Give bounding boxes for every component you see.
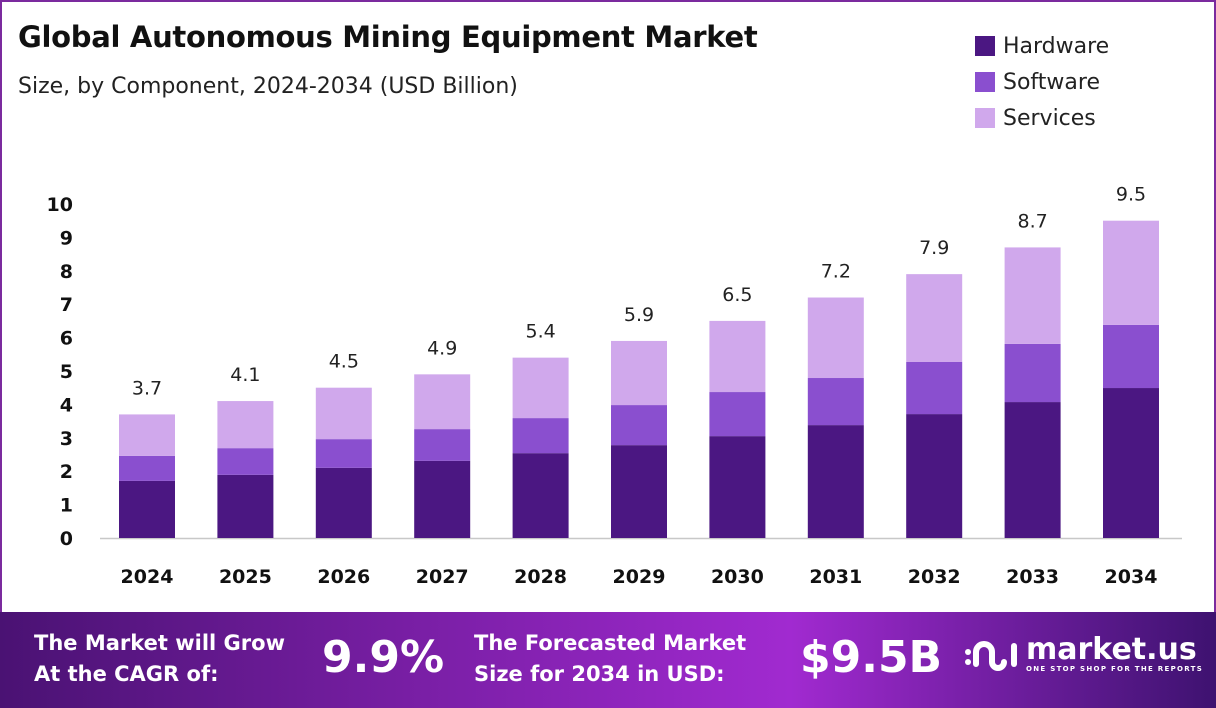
legend-label: Hardware	[1003, 33, 1110, 59]
x-tick-label: 2027	[416, 566, 469, 588]
bar-segment-software	[709, 392, 766, 437]
bar-segment-services	[709, 320, 766, 393]
total-label: 4.1	[230, 364, 260, 386]
total-label: 5.4	[525, 321, 555, 343]
bar-segment-services	[807, 297, 864, 379]
legend-item-software: Software	[975, 64, 1109, 100]
y-tick-label: 10	[47, 194, 73, 216]
bar-segment-software	[217, 448, 274, 475]
bar-segment-hardware	[709, 436, 766, 538]
bar-segment-software	[512, 418, 569, 454]
market-us-logo: market.us ONE STOP SHOP FOR THE REPORTS	[962, 632, 1203, 676]
chart-subtitle: Size, by Component, 2024-2034 (USD Billi…	[18, 74, 518, 99]
cagr-label: The Market will Grow At the CAGR of:	[34, 628, 285, 690]
legend-item-hardware: Hardware	[975, 28, 1109, 64]
bar-segment-hardware	[217, 474, 274, 538]
total-label: 3.7	[132, 377, 162, 399]
total-label: 8.7	[1017, 210, 1047, 232]
bar-segment-software	[315, 439, 372, 468]
total-label: 9.5	[1116, 184, 1146, 206]
total-label: 4.5	[329, 351, 359, 373]
bar-segment-services	[611, 340, 667, 406]
logo-text: market.us	[1026, 632, 1197, 667]
bar-chart: 0 1 2 3 4 5 6 7 8 9 10 3.7 2024 4.1 2025 4.5 2026 4.9 2027…	[47, 184, 1182, 588]
bar-segment-services	[315, 387, 372, 440]
footer-banner: The Market will Grow At the CAGR of: 9.9…	[0, 612, 1216, 708]
y-tick-label: 8	[60, 261, 73, 283]
bar-segment-software	[119, 455, 175, 481]
legend: Hardware Software Services	[975, 28, 1109, 136]
bar-segment-services	[414, 374, 471, 430]
total-label: 4.9	[427, 337, 457, 359]
x-tick-label: 2031	[809, 566, 862, 588]
bar-segment-hardware	[315, 467, 372, 538]
bar-segment-services	[1004, 247, 1061, 344]
bar-segment-services	[906, 274, 963, 362]
x-tick-label: 2028	[514, 566, 567, 588]
chart-title: Global Autonomous Mining Equipment Marke…	[18, 20, 758, 54]
logo-tagline: ONE STOP SHOP FOR THE REPORTS	[1026, 665, 1204, 673]
bar-segment-software	[611, 405, 667, 446]
y-tick-label: 4	[60, 394, 73, 416]
bar-segment-services	[512, 357, 569, 419]
total-label: 7.2	[821, 261, 851, 283]
x-tick-label: 2025	[219, 566, 272, 588]
x-tick-label: 2029	[613, 566, 666, 588]
bar-segment-software	[1103, 324, 1159, 389]
total-label: 7.9	[919, 237, 949, 259]
bar-segment-hardware	[1004, 402, 1061, 538]
cagr-label-line2: At the CAGR of:	[34, 662, 219, 686]
x-tick-label: 2026	[317, 566, 370, 588]
bar-segment-software	[807, 378, 864, 426]
y-tick-label: 3	[60, 428, 73, 450]
x-tick-label: 2033	[1006, 566, 1059, 588]
legend-swatch	[975, 36, 995, 56]
bar-segment-services	[119, 414, 175, 456]
bar-segment-hardware	[512, 453, 569, 538]
total-label: 6.5	[722, 284, 752, 306]
x-tick-label: 2030	[711, 566, 764, 588]
bar-segment-software	[906, 361, 963, 415]
y-tick-label: 5	[60, 361, 73, 383]
bar-segment-software	[1004, 343, 1061, 403]
cagr-label-line1: The Market will Grow	[34, 631, 285, 655]
total-label: 5.9	[624, 304, 654, 326]
y-tick-label: 0	[60, 528, 73, 550]
bar-segment-hardware	[414, 460, 471, 538]
bar-segment-hardware	[807, 425, 864, 538]
bar-segment-hardware	[1103, 388, 1159, 538]
forecast-value: $9.5B	[800, 632, 943, 683]
forecast-label-line2: Size for 2034 in USD:	[474, 662, 725, 686]
y-tick-label: 7	[60, 294, 73, 316]
cagr-value: 9.9%	[322, 632, 445, 683]
legend-swatch	[975, 108, 995, 128]
legend-label: Services	[1003, 105, 1096, 131]
forecast-label-line1: The Forecasted Market	[474, 631, 747, 655]
x-tick-label: 2024	[121, 566, 174, 588]
legend-swatch	[975, 72, 995, 92]
legend-label: Software	[1003, 69, 1100, 95]
y-tick-label: 6	[60, 328, 73, 350]
logo-icon	[965, 641, 1017, 671]
bar-segment-hardware	[611, 445, 667, 538]
x-tick-label: 2034	[1105, 566, 1158, 588]
bar-segment-services	[1103, 220, 1159, 325]
bar-segment-hardware	[906, 414, 963, 538]
legend-item-services: Services	[975, 100, 1109, 136]
y-tick-label: 1	[60, 495, 73, 517]
y-tick-label: 2	[60, 461, 73, 483]
y-tick-label: 9	[60, 227, 73, 249]
bar-segment-services	[217, 401, 274, 449]
bar-segment-software	[414, 429, 471, 461]
x-tick-label: 2032	[908, 566, 961, 588]
forecast-label: The Forecasted Market Size for 2034 in U…	[474, 628, 746, 690]
bar-segment-hardware	[119, 480, 175, 538]
